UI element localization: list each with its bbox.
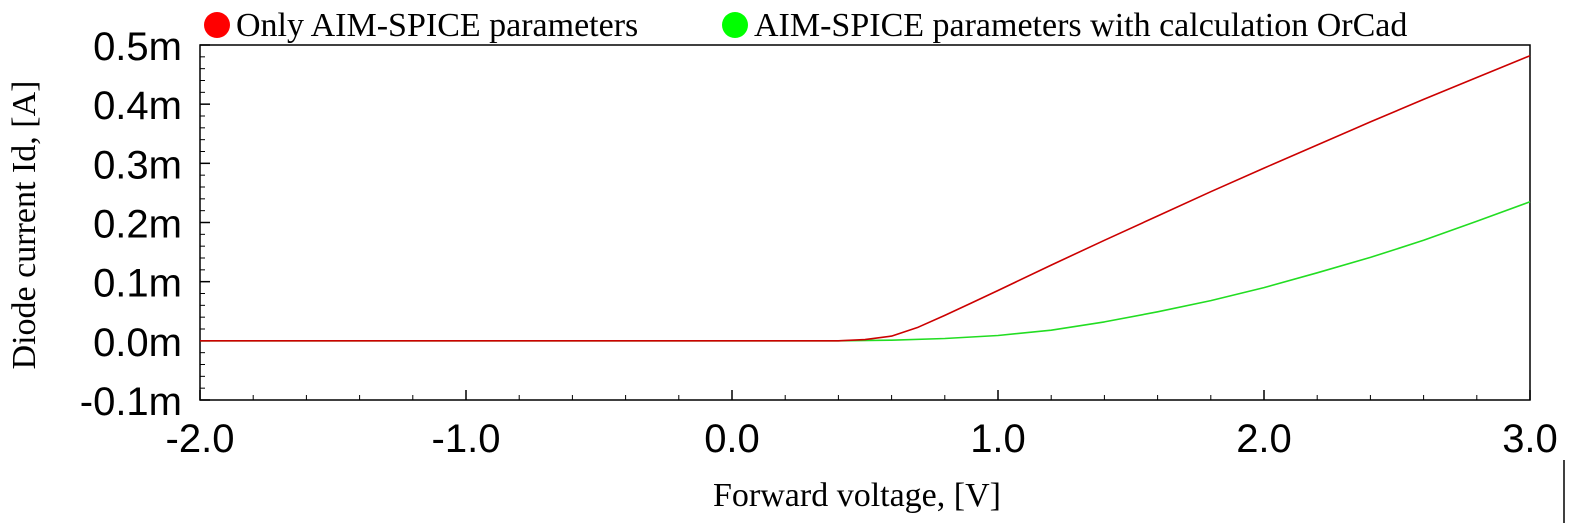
y-tick-label: -0.1m [80, 380, 182, 424]
series-lines [200, 54, 1531, 342]
y-tick-label: 0.0m [93, 321, 182, 365]
x-tick-label: -1.0 [432, 417, 501, 461]
series-line-2 [200, 201, 1531, 342]
y-tick-label: 0.2m [93, 203, 182, 247]
y-tick-label: 0.3m [93, 143, 182, 187]
x-axis-label: Forward voltage, [V] [713, 477, 1001, 514]
x-tick-label: 3.0 [1502, 417, 1558, 461]
tick-labels: -2.0 -1.0 0.0 1.0 2.0 3.0 -0.1m 0.0m 0.1m 0.2m 0.3… [80, 25, 1558, 461]
x-tick-label: -2.0 [166, 417, 235, 461]
series-line-1 [200, 54, 1531, 342]
legend-label-series-2: AIM-SPICE parameters with calculation Or… [754, 7, 1407, 44]
y-tick-label: 0.4m [93, 84, 182, 128]
ticks [199, 44, 1531, 401]
legend-label-series-1: Only AIM-SPICE parameters [236, 7, 638, 44]
legend-marker-red [204, 12, 230, 38]
plot-frame [199, 44, 1531, 401]
y-axis-label: Diode current Id, [A] [6, 81, 43, 370]
legend-marker-green [722, 12, 748, 38]
y-tick-label: 0.1m [93, 262, 182, 306]
x-tick-label: 0.0 [704, 417, 760, 461]
legend: Only AIM-SPICE parameters AIM-SPICE para… [204, 7, 1407, 44]
x-tick-label: 2.0 [1236, 417, 1292, 461]
y-tick-label: 0.5m [93, 25, 182, 69]
x-tick-label: 1.0 [970, 417, 1026, 461]
